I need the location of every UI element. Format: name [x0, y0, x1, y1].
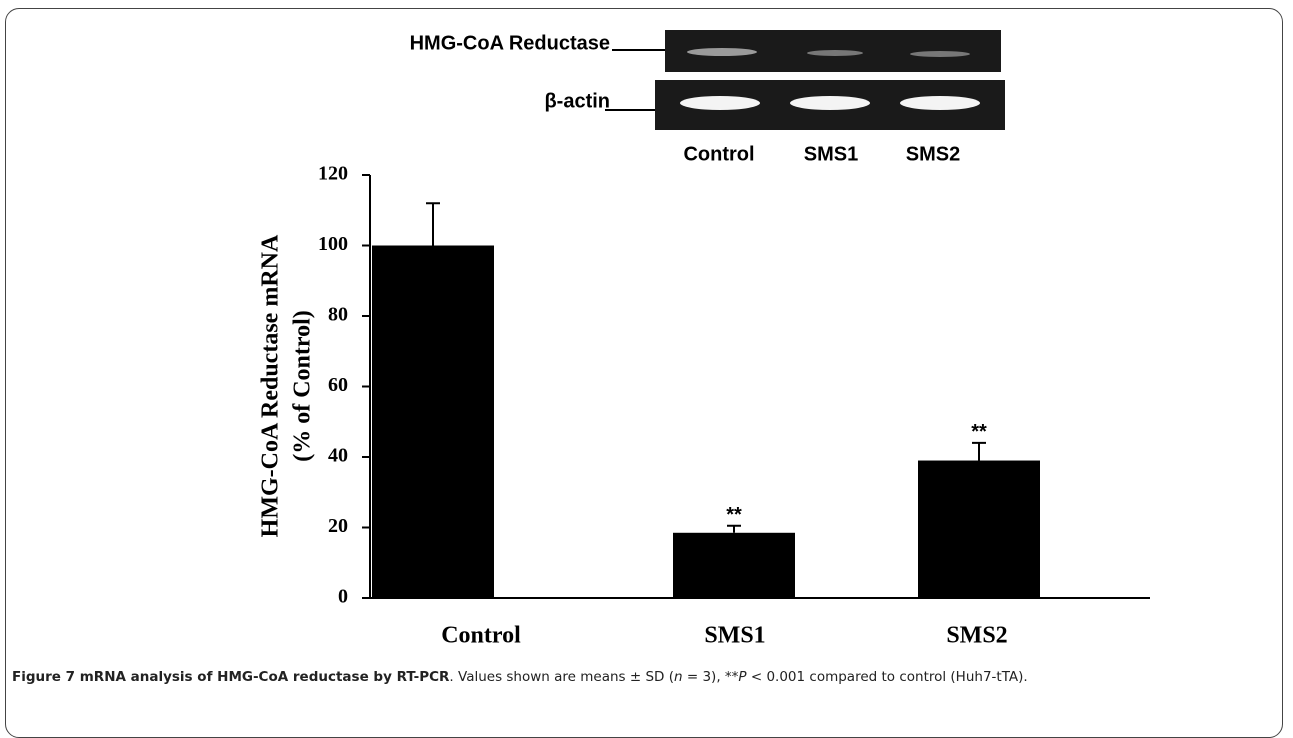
- caption: Figure 7 mRNA analysis of HMG-CoA reduct…: [12, 667, 1280, 687]
- bar: [673, 533, 795, 598]
- caption-text: = 3), **: [683, 669, 739, 685]
- x-tick-label: SMS1: [704, 623, 765, 649]
- error-bar: [426, 203, 440, 245]
- x-tick-label: SMS2: [946, 623, 1007, 649]
- x-tick-label: Control: [441, 623, 521, 649]
- error-bar: [727, 526, 741, 533]
- gel-band: [790, 96, 870, 110]
- y-tick-label: 120: [318, 163, 348, 185]
- error-bar: [972, 443, 986, 461]
- y-axis-title: HMG-CoA Reductase mRNA: [258, 234, 284, 537]
- caption-text: . Values shown are means ± SD (: [449, 669, 674, 685]
- gel-row-label: β-actin: [544, 90, 610, 112]
- bar: [918, 461, 1040, 598]
- gel-band: [807, 50, 863, 56]
- y-tick-label: 80: [328, 304, 348, 326]
- y-tick-label: 0: [338, 586, 348, 608]
- gel-lane-label: SMS2: [906, 143, 960, 165]
- caption-text: < 0.001 compared to control (Huh7-tTA).: [747, 669, 1028, 685]
- gel-row-label: HMG-CoA Reductase: [410, 32, 610, 54]
- y-tick-label: 60: [328, 374, 348, 396]
- figure: HMG-CoA Reductase β-actin Control SMS1 S…: [0, 0, 1293, 665]
- caption-text: n: [674, 669, 683, 685]
- caption-title: Figure 7 mRNA analysis of HMG-CoA reduct…: [12, 669, 449, 685]
- significance-label: **: [971, 421, 987, 443]
- page: HMG-CoA Reductase β-actin Control SMS1 S…: [0, 0, 1293, 723]
- y-tick-label: 20: [328, 515, 348, 537]
- caption-text: P: [738, 669, 746, 685]
- gel-band: [910, 51, 970, 57]
- y-axis-title: (% of Control): [290, 310, 316, 462]
- gel-band: [687, 48, 757, 56]
- bar: [372, 246, 494, 599]
- gel-band: [680, 96, 760, 110]
- significance-label: **: [726, 504, 742, 526]
- gel-band: [900, 96, 980, 110]
- y-tick-label: 100: [318, 233, 348, 255]
- gel-lane-label: Control: [683, 143, 754, 165]
- gel-lane-label: SMS1: [804, 143, 858, 165]
- y-tick-label: 40: [328, 445, 348, 467]
